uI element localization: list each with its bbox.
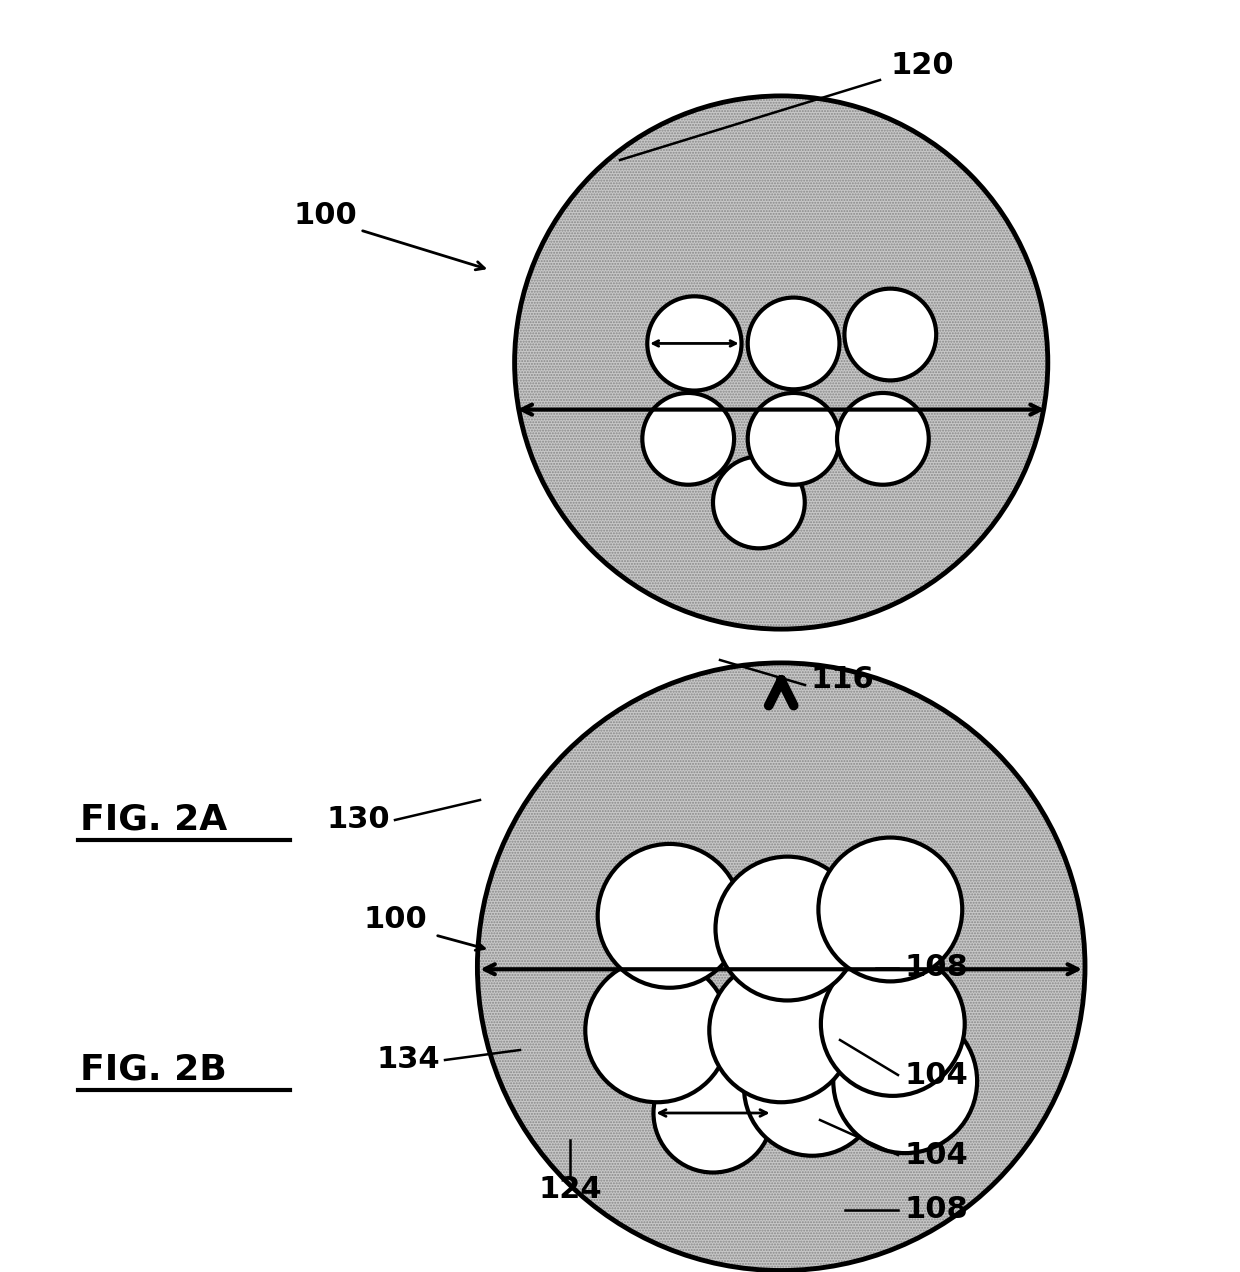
Circle shape	[744, 1019, 880, 1156]
Circle shape	[748, 298, 839, 389]
Text: 120: 120	[890, 51, 954, 79]
Text: 108: 108	[905, 1196, 968, 1225]
Text: 130: 130	[326, 805, 391, 834]
Circle shape	[647, 296, 742, 391]
Circle shape	[477, 663, 1085, 1271]
Text: 104: 104	[905, 1141, 968, 1169]
Circle shape	[715, 856, 859, 1001]
Text: 108: 108	[905, 954, 968, 982]
Text: 100: 100	[363, 906, 427, 935]
Text: 100: 100	[293, 201, 357, 229]
Circle shape	[653, 1053, 773, 1173]
Circle shape	[833, 1009, 977, 1154]
Circle shape	[709, 958, 853, 1103]
Text: FIG. 2A: FIG. 2A	[81, 803, 227, 837]
Circle shape	[821, 951, 965, 1096]
Circle shape	[585, 958, 729, 1103]
Circle shape	[844, 289, 936, 380]
Circle shape	[713, 457, 805, 548]
Circle shape	[642, 393, 734, 485]
Circle shape	[598, 843, 742, 988]
Circle shape	[837, 393, 929, 485]
Text: 124: 124	[538, 1175, 601, 1205]
Text: 104: 104	[905, 1061, 968, 1090]
Circle shape	[818, 837, 962, 982]
Circle shape	[748, 393, 839, 485]
Text: 134: 134	[377, 1046, 440, 1075]
Text: FIG. 2B: FIG. 2B	[81, 1053, 227, 1088]
Text: 116: 116	[810, 665, 874, 695]
Circle shape	[515, 95, 1048, 630]
